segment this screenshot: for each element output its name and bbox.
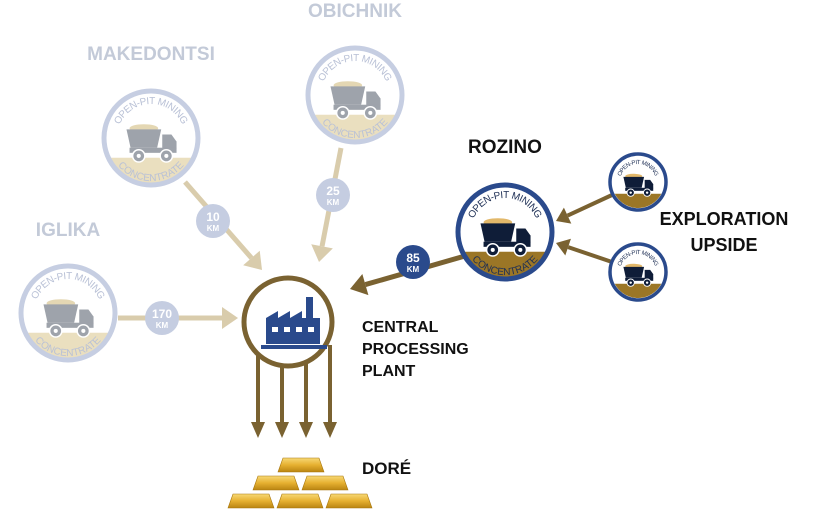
truck-hub — [629, 281, 631, 283]
factory-window — [272, 327, 278, 332]
truck-hub — [491, 248, 495, 252]
gold-bar — [277, 494, 323, 508]
arrow — [556, 195, 612, 224]
truck-hub — [646, 191, 648, 193]
processing-plant — [244, 278, 337, 438]
truck-bed — [623, 267, 644, 278]
truck-bed — [126, 129, 161, 147]
truck-hub — [341, 111, 345, 115]
gold-bar — [302, 476, 348, 490]
gold-bar — [253, 476, 299, 490]
plant-label: CENTRAL — [362, 319, 439, 336]
gold-bar — [326, 494, 372, 508]
factory-window — [284, 327, 290, 332]
mine-node: OPEN-PIT MINING — [610, 244, 666, 312]
output-head — [299, 422, 313, 438]
output-head — [323, 422, 337, 438]
truck-hub — [646, 281, 648, 283]
ground — [610, 284, 666, 312]
truck-hub — [81, 329, 85, 333]
factory-base — [261, 345, 327, 349]
plant-label: PROCESSING — [362, 341, 469, 358]
truck-bed — [623, 177, 644, 188]
distance-value: 85 — [406, 251, 420, 265]
truck-hub — [54, 329, 58, 333]
truck-hub — [164, 154, 168, 158]
mine-name: ROZINO — [468, 137, 542, 158]
plant-label: PLANT — [362, 363, 416, 380]
mine-name: OBICHNIK — [308, 1, 402, 22]
mine-name: IGLIKA — [36, 220, 101, 241]
factory-window — [296, 327, 302, 332]
arrow-shaft — [568, 195, 612, 216]
truck-hub — [368, 111, 372, 115]
distance-unit: KM — [327, 198, 340, 207]
distance-unit: KM — [156, 321, 169, 330]
factory-window — [308, 327, 314, 332]
distance-unit: KM — [407, 265, 420, 274]
exploration-label: EXPLORATION — [660, 209, 789, 229]
output-head — [251, 422, 265, 438]
distance-value: 10 — [206, 210, 220, 224]
ground — [610, 194, 666, 222]
truck-bed — [480, 223, 515, 241]
distance-unit: KM — [207, 224, 220, 233]
diagram: OPEN-PIT MININGCONCENTRATE MAKEDONTSI OPEN… — [0, 0, 815, 513]
gold-bar — [228, 494, 274, 508]
gold-bar — [278, 458, 324, 472]
mine-node: OPEN-PIT MINING — [610, 154, 666, 222]
product-label: DORÉ — [362, 459, 411, 478]
truck-hub — [518, 248, 522, 252]
exploration-label: UPSIDE — [690, 235, 757, 255]
truck-hub — [629, 191, 631, 193]
truck-bed — [330, 86, 365, 104]
output-head — [275, 422, 289, 438]
distance-value: 25 — [326, 184, 340, 198]
truck-hub — [137, 154, 141, 158]
arrow-head — [222, 307, 238, 329]
arrow — [556, 239, 612, 262]
distance-value: 170 — [152, 307, 172, 321]
arrow-shaft — [568, 247, 612, 262]
mine-name: MAKEDONTSI — [87, 44, 215, 65]
arrow-head — [311, 244, 333, 262]
truck-bed — [43, 304, 78, 322]
